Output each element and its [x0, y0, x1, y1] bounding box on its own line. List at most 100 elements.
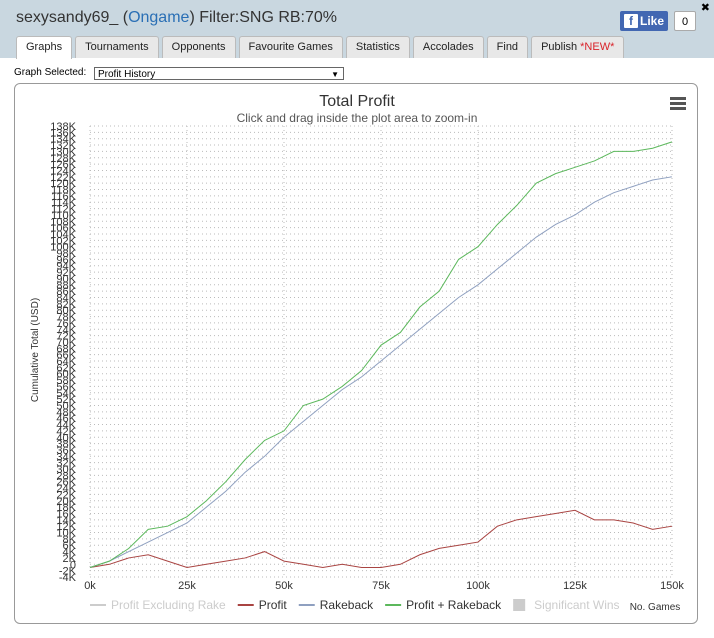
- y-tick-label: 34K: [56, 451, 76, 463]
- tab-label: Statistics: [355, 41, 400, 53]
- y-tick-label: 84K: [56, 293, 76, 305]
- chart-container: Total Profit Click and drag inside the p…: [14, 83, 698, 624]
- tab-label: Graphs: [26, 41, 63, 53]
- menu-icon[interactable]: [670, 97, 686, 110]
- legend-label: Profit + Rakeback: [406, 598, 502, 612]
- legend-label: Rakeback: [320, 598, 374, 612]
- fb-icon: f: [624, 14, 638, 28]
- tab[interactable]: Tournaments: [75, 36, 159, 58]
- network[interactable]: Ongame: [128, 9, 190, 26]
- y-tick-label: 100K: [50, 242, 76, 254]
- y-tick-label: 40K: [56, 432, 76, 444]
- y-tick-label: 90K: [56, 273, 76, 285]
- tab[interactable]: Favourite Games: [238, 36, 343, 58]
- tabs: Graphs Tournaments Opponents Favourite Game…: [16, 36, 625, 59]
- y-tick-label: 104K: [50, 229, 76, 241]
- y-tick-label: 6K: [63, 540, 77, 552]
- y-tick-label: -4K: [59, 572, 77, 584]
- y-tick-label: 28K: [56, 470, 76, 482]
- y-tick-label: 88K: [56, 280, 76, 292]
- legend-item[interactable]: Profit Excluding Rake: [90, 598, 226, 612]
- y-tick-label: 16K: [56, 508, 76, 520]
- filter: ) Filter:SNG RB:70%: [189, 9, 338, 26]
- series-line: [89, 509, 673, 568]
- y-tick-label: 24K: [56, 483, 76, 495]
- legend-label: Profit: [259, 598, 288, 612]
- y-tick-label: 82K: [56, 299, 76, 311]
- tab[interactable]: Find: [486, 36, 529, 58]
- tab[interactable]: Statistics: [345, 36, 410, 58]
- y-tick-label: 60K: [56, 369, 76, 381]
- x-tick-label: 150k: [660, 580, 684, 592]
- x-tick-label: 50k: [275, 580, 293, 592]
- tab[interactable]: Graphs: [16, 36, 73, 59]
- tab[interactable]: Opponents: [161, 36, 236, 58]
- x-tick-label: 75k: [372, 580, 390, 592]
- legend-label: Profit Excluding Rake: [111, 598, 226, 612]
- y-tick-label: 74K: [56, 324, 76, 336]
- tab-label: Tournaments: [85, 41, 149, 53]
- y-tick-label: 22K: [56, 489, 76, 501]
- like-count: 0: [674, 11, 696, 31]
- y-tick-label: 12K: [56, 521, 76, 533]
- y-tick-label: 10K: [56, 528, 76, 540]
- y-tick-label: 132K: [50, 140, 76, 152]
- chart-subtitle: Click and drag inside the plot area to z…: [237, 111, 478, 125]
- y-tick-label: 36K: [56, 445, 76, 457]
- y-tick-label: 68K: [56, 343, 76, 355]
- tab-label: Accolades: [422, 41, 474, 53]
- user: sexysandy69_ (: [16, 9, 129, 26]
- y-tick-label: 58K: [56, 375, 76, 387]
- y-tick-label: 96K: [56, 254, 76, 266]
- y-tick-label: 130K: [50, 146, 76, 158]
- tab[interactable]: Accolades: [412, 36, 484, 58]
- y-tick-label: 48K: [56, 407, 76, 419]
- y-tick-label: 56K: [56, 381, 76, 393]
- y-tick-label: 128K: [50, 153, 76, 165]
- y-tick-label: 46K: [56, 413, 76, 425]
- y-tick-label: 114K: [51, 197, 77, 209]
- selector-label: Graph Selected:: [14, 67, 87, 78]
- y-tick-label: 122K: [50, 172, 76, 184]
- tab[interactable]: Publish *NEW*: [531, 36, 625, 58]
- y-tick-label: 138K: [50, 121, 76, 133]
- y-tick-label: 38K: [56, 439, 76, 451]
- y-tick-label: 2K: [63, 553, 77, 565]
- y-tick-label: 134K: [50, 134, 76, 146]
- close-button[interactable]: ✖: [700, 2, 710, 14]
- x-tick-label: 25k: [178, 580, 196, 592]
- y-tick-label: 8K: [63, 534, 77, 546]
- y-tick-label: 14K: [56, 515, 76, 527]
- legend-item[interactable]: Profit: [237, 598, 288, 612]
- y-tick-label: 70K: [56, 337, 76, 349]
- x-tick-label: 125k: [563, 580, 587, 592]
- tab-label: Opponents: [171, 41, 226, 53]
- y-tick-label: 66K: [56, 350, 76, 362]
- series-line: [89, 141, 673, 568]
- tab-badge: *NEW*: [580, 41, 615, 53]
- graph-select[interactable]: Profit History ▼: [94, 67, 344, 80]
- y-tick-label: 44K: [56, 420, 76, 432]
- y-tick-label: 4K: [63, 547, 77, 559]
- y-tick-label: 72K: [56, 331, 76, 343]
- like-button[interactable]: f Like: [620, 11, 668, 31]
- y-tick-label: 20K: [56, 496, 76, 508]
- legend-item[interactable]: Profit + Rakeback: [385, 598, 502, 612]
- y-tick-label: 26K: [56, 477, 76, 489]
- y-tick-label: 54K: [56, 388, 76, 400]
- legend-item[interactable]: Rakeback: [298, 598, 374, 612]
- legend-item[interactable]: Significant Wins: [513, 598, 620, 612]
- y-tick-label: 42K: [56, 426, 76, 438]
- like-text: Like: [639, 14, 664, 28]
- y-tick-label: 120K: [50, 178, 76, 190]
- y-tick-label: 50K: [56, 400, 76, 412]
- y-tick-label: 110K: [51, 210, 77, 222]
- y-tick-label: 52K: [56, 394, 76, 406]
- y-tick-label: -2K: [59, 566, 77, 578]
- y-tick-label: 108K: [50, 216, 76, 228]
- y-tick-label: 80K: [56, 305, 76, 317]
- tab-label: Find: [496, 41, 519, 53]
- chart-layer: Total Profit Click and drag inside the p…: [30, 93, 686, 613]
- legend-symbol: [513, 599, 526, 611]
